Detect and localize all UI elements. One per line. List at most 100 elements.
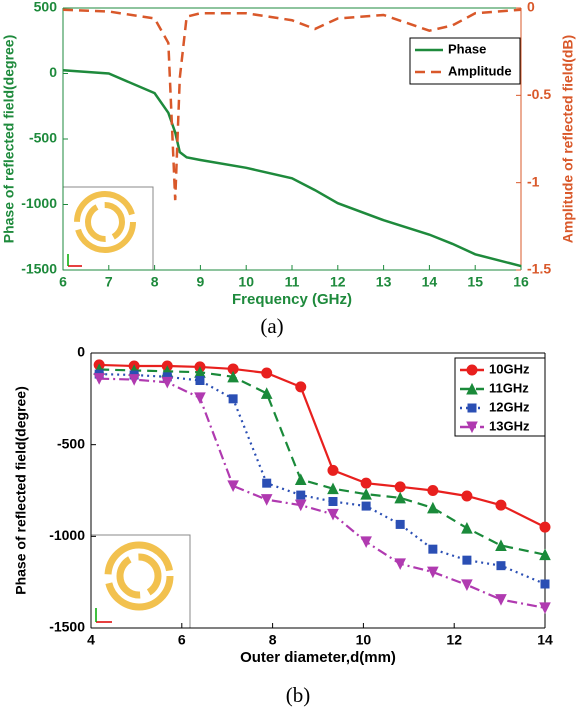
x-tick-label: 6 — [59, 274, 67, 290]
marker — [328, 497, 338, 506]
chart: 6 7 8 9 10 11 12 13 14 15 16 -1500 -1000 -500 0 500 -1.5… — [1, 0, 576, 338]
marker — [495, 499, 507, 511]
marker — [262, 478, 272, 488]
marker — [295, 381, 307, 393]
marker — [260, 387, 273, 399]
y-tick-label: 0 — [49, 64, 57, 80]
y2-axis-title: Amplitude of reflected field(dB) — [560, 35, 576, 243]
y2-tick-label: -1.5 — [527, 261, 551, 277]
marker — [227, 370, 239, 383]
y-tick-label: -1500 — [49, 619, 85, 635]
marker — [539, 548, 551, 561]
x-axis-title: Outer diameter,d(mm) — [240, 649, 396, 666]
chart: 4 6 8 10 12 14 -1500 -1000 -500 0 Outer diameter,d… — [13, 344, 553, 707]
marker — [360, 488, 372, 500]
marker — [496, 561, 506, 571]
y-tick-label: 0 — [77, 344, 85, 360]
marker — [327, 508, 339, 521]
marker — [427, 485, 439, 496]
legend: 10GHz 11GHz 12GHz 13GHz — [454, 357, 546, 437]
marker — [395, 519, 405, 529]
marker — [427, 566, 439, 579]
y-tick-label: -1000 — [49, 527, 85, 543]
ring-inner — [116, 553, 162, 599]
marker — [466, 421, 478, 434]
x-tick-label: 12 — [330, 274, 346, 290]
marker — [261, 367, 273, 379]
y-tick-label: -1000 — [21, 195, 57, 211]
x-tick-label: 7 — [105, 274, 113, 290]
x-tick-label: 11 — [285, 274, 300, 290]
marker — [296, 490, 306, 500]
marker — [327, 464, 339, 476]
ring-inner — [85, 202, 125, 242]
marker — [467, 403, 477, 413]
x-tick-label: 8 — [151, 274, 159, 290]
x-tick-label: 10 — [238, 274, 254, 290]
series-line — [99, 377, 546, 609]
marker — [128, 374, 140, 386]
series-line — [62, 8, 522, 201]
y2-tick-label: -1 — [527, 173, 540, 189]
x-tick-label: 10 — [356, 632, 372, 648]
marker — [227, 480, 239, 493]
series-line — [99, 368, 546, 556]
marker — [466, 364, 478, 376]
marker — [461, 579, 473, 592]
marker — [294, 499, 307, 512]
marker — [495, 539, 507, 551]
x-tick-label: 14 — [537, 632, 553, 648]
legend-label: 12GHz — [489, 399, 530, 414]
legend: Phase Amplitude — [409, 37, 521, 85]
marker — [495, 594, 507, 606]
y-tick-label: -1500 — [21, 261, 57, 277]
inset-box — [90, 534, 191, 629]
caption: (b) — [286, 683, 311, 707]
marker — [540, 579, 550, 589]
ring-outer — [74, 191, 136, 253]
legend-label: Phase — [448, 41, 486, 56]
y-tick-label: 500 — [34, 0, 58, 15]
legend-label: 13GHz — [489, 418, 530, 433]
marker — [327, 482, 339, 495]
marker — [461, 490, 473, 502]
legend-box — [409, 37, 521, 85]
inset-b — [90, 534, 191, 629]
marker — [260, 494, 273, 506]
marker — [93, 373, 105, 385]
y-axis-title: Phase of reflected field(degree) — [1, 35, 17, 244]
marker — [361, 501, 371, 511]
marker — [228, 394, 238, 404]
marker — [161, 376, 174, 389]
marker — [194, 392, 206, 405]
x-tick-label: 14 — [422, 274, 438, 290]
marker — [294, 473, 307, 485]
x-tick-label: 9 — [197, 274, 205, 290]
x-tick-label: 6 — [178, 632, 186, 648]
inset-a — [62, 186, 154, 271]
x-tick-label: 15 — [467, 274, 483, 290]
x-tick-label: 8 — [269, 632, 277, 648]
x-tick-label: 13 — [376, 274, 392, 290]
marker — [394, 481, 406, 493]
legend-label: Amplitude — [448, 63, 512, 78]
y-tick-label: -500 — [57, 435, 85, 451]
marker — [539, 602, 551, 614]
marker — [466, 382, 478, 395]
y2-tick-label: 0 — [527, 0, 535, 15]
marker — [195, 376, 205, 385]
legend-label: 11GHz — [489, 380, 529, 395]
marker — [427, 501, 439, 514]
x-axis-title: Frequency (GHz) — [232, 291, 352, 308]
marker — [461, 521, 473, 534]
marker — [360, 536, 372, 548]
y-axis-title: Phase of reflected field(degree) — [13, 386, 29, 595]
marker — [360, 477, 372, 489]
legend-label: 10GHz — [489, 361, 530, 376]
marker — [428, 544, 438, 554]
caption: (a) — [260, 314, 283, 338]
marker — [539, 521, 551, 533]
x-tick-label: 16 — [513, 274, 529, 290]
y-tick-label: -500 — [29, 130, 57, 146]
marker — [462, 555, 472, 565]
